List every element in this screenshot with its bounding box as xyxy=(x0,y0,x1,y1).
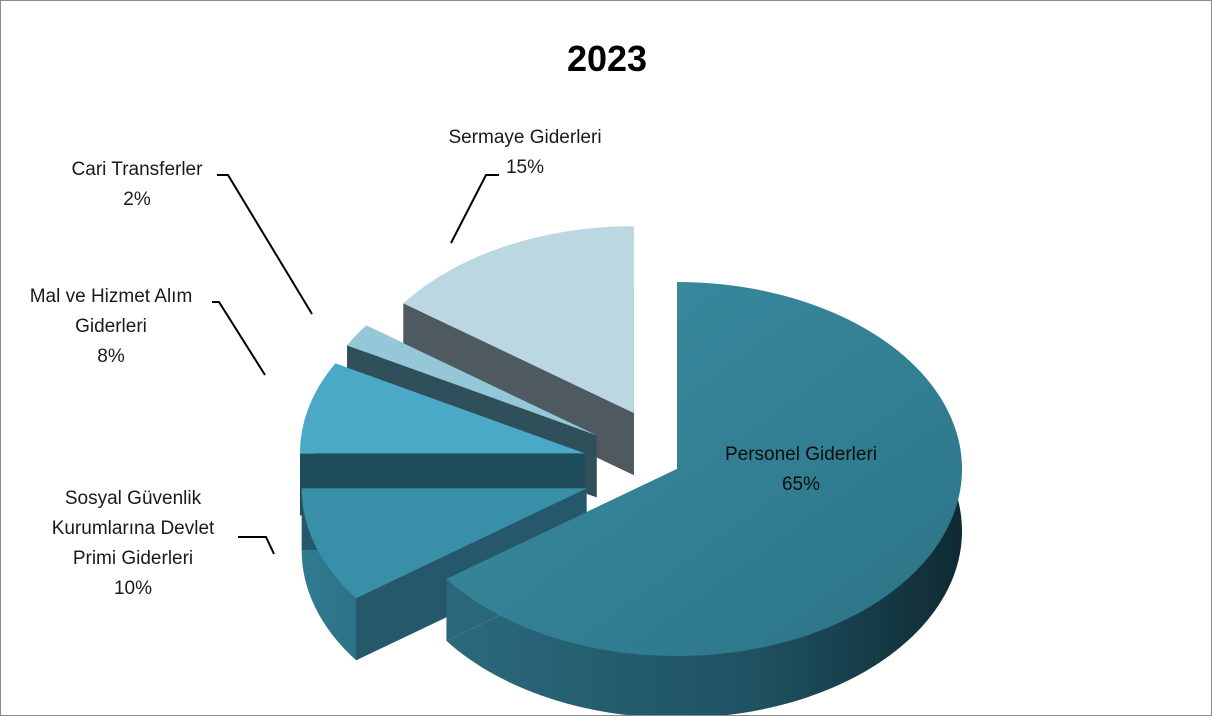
chart-title: 2023 xyxy=(567,38,647,79)
leader-line-cari-transfer xyxy=(217,174,313,315)
leader-line-sgk xyxy=(238,536,275,555)
label-personel: Personel Giderleri 65% xyxy=(725,444,877,495)
slice-labels: Personel Giderleri 65% Sosyal Güvenlik Kuru… xyxy=(30,127,877,599)
label-percent-mal-hizmet: 8% xyxy=(97,346,125,367)
pie-slices xyxy=(299,226,962,715)
slice-edge-sermaye xyxy=(403,226,634,476)
label-percent-personel: 65% xyxy=(782,474,820,495)
label-name-sgk: Sosyal Güvenlik xyxy=(65,488,202,509)
label-name-mal-hizmet: Giderleri xyxy=(75,316,147,337)
label-name-sgk: Kurumlarına Devlet xyxy=(52,518,215,539)
leader-line-mal-hizmet xyxy=(212,301,266,376)
label-percent-sgk: 10% xyxy=(114,578,152,599)
label-name-sgk: Primi Giderleri xyxy=(73,548,193,569)
label-name-cari-transfer: Cari Transferler xyxy=(72,159,204,180)
slice-top-mal-hizmet xyxy=(299,363,585,454)
slice-top-sgk xyxy=(301,488,587,599)
slice-top-personel xyxy=(446,282,962,656)
label-mal-hizmet: Mal ve Hizmet Alım Giderleri 8% xyxy=(30,286,193,367)
slice-mal-hizmet xyxy=(299,363,585,516)
label-name-sermaye: Sermaye Giderleri xyxy=(448,127,601,148)
label-name-personel: Personel Giderleri xyxy=(725,444,877,465)
slice-personel xyxy=(446,282,962,715)
leader-line-sermaye xyxy=(450,174,499,244)
slice-sgk xyxy=(301,488,587,661)
label-percent-sermaye: 15% xyxy=(506,157,544,178)
label-cari-transfer: Cari Transferler 2% xyxy=(72,159,204,210)
label-name-mal-hizmet: Mal ve Hizmet Alım xyxy=(30,286,193,307)
slice-top-cari-transfer xyxy=(347,325,597,436)
label-sgk: Sosyal Güvenlik Kurumlarına Devlet Primi G… xyxy=(52,488,215,599)
label-sermaye: Sermaye Giderleri 15% xyxy=(448,127,601,178)
label-percent-cari-transfer: 2% xyxy=(123,189,151,210)
leader-lines xyxy=(212,174,499,555)
slice-top-sermaye xyxy=(403,226,634,414)
